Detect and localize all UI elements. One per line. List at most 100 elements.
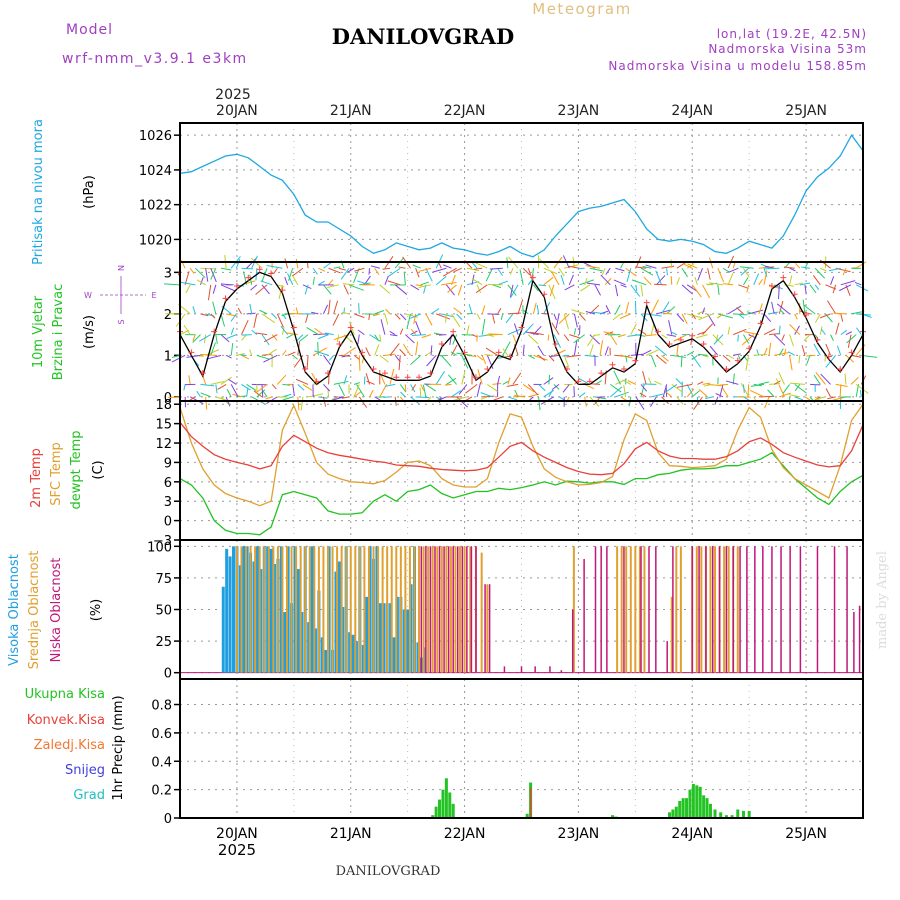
wind-arrow [295,378,309,385]
low-cloud-bar [746,546,748,673]
low-cloud-bar [503,666,506,673]
wind-arrow [850,354,862,358]
wind-arrow [251,329,258,335]
wind-arrow [333,300,339,315]
high-cloud-bar [242,546,246,673]
total-precip-bar [685,798,689,818]
wind-gust-marker [757,320,764,327]
wind-arrow [261,334,270,346]
wind-arrow [403,271,406,285]
wind-arrow [654,345,667,356]
wind-arrow [741,334,755,346]
mid-cloud-bar [643,546,646,673]
precip-legend-item: Konvek.Kisa [27,713,105,728]
high-cloud-bar [382,603,386,673]
wind-arrow [196,279,206,286]
wind-gust-marker [461,349,468,356]
temperature-frame [179,400,864,541]
temperature-y-ticks: −3 0 3 6 9 12 15 18 [153,398,180,549]
wind-arrow [220,284,236,292]
wind-arrow [437,396,447,401]
wind-arrow [601,268,606,276]
high-cloud-bar [269,548,273,673]
wind-arrow [265,396,273,400]
wind-arrow [297,384,305,391]
wind-arrow [255,284,268,295]
wind-arrow [548,389,554,398]
high-cloud-bar [334,571,338,673]
wind-arrow [302,383,313,391]
precip-legend-item: Grad [73,788,105,803]
wind-arrow [441,281,457,286]
total-precip-bar [747,810,751,818]
wind-arrow [820,328,826,335]
wind-arrow [814,267,826,279]
wind-arrow [650,355,657,368]
wind-arrow [675,378,683,385]
wind-gust-marker [290,324,297,331]
low-cloud-bar [583,558,585,673]
wind-arrow [340,267,350,280]
wind-arrow [374,267,380,276]
wind-arrow [717,284,720,295]
wind-gust-marker [655,328,662,335]
wind-arrow [587,334,596,347]
wind-arrow [779,309,785,315]
wind-arrow [573,328,577,335]
wind-arrow [341,311,350,315]
wind-arrow [405,313,418,318]
wind-arrow [829,267,841,272]
wind-arrow [756,349,760,356]
wind-arrow [820,373,831,385]
precip-bars [180,778,863,819]
high-cloud-bar [392,637,396,673]
wind-arrow [447,284,457,293]
wind-gust-marker [848,349,855,356]
wind-arrow [415,320,422,335]
wind-arrow [487,313,500,315]
wind-arrow [497,280,509,286]
wind-arrow [630,284,641,297]
wind-arrow [671,383,684,393]
wind-arrow [705,283,713,286]
mid-cloud-bar [286,546,289,673]
wind-arrow [332,313,340,326]
wind-arrow [803,304,816,315]
wind-arrow [804,284,807,295]
low-cloud-bar [705,546,707,673]
wind-arrow [763,313,772,323]
mid-cloud-bar [399,546,402,673]
wind-gust-marker [643,299,650,306]
wind-gust-marker [302,365,309,372]
pressure-ylabel: (hPa) [82,175,97,209]
wind-arrow [236,284,245,287]
wind-arrow [850,376,859,385]
wind-arrow [806,355,811,365]
wind-arrow [738,313,745,319]
low-cloud-bar [799,546,802,673]
precip-panel: 0 0.2 0.4 0.6 0.8 1hr Precip (mm) Ukupna Kis… [25,678,864,827]
high-cloud-bar [416,642,420,673]
wind-arrow [266,348,277,356]
wind-gust-marker [199,370,206,377]
wind-arrow [456,313,463,321]
wind-arrow [563,355,570,368]
wind-arrow [394,284,408,295]
wind-gust-marker [541,291,548,298]
wind-arrow [692,354,698,360]
wind-gust-marker [575,378,582,385]
mid-cloud-bar [386,546,389,673]
wind-arrow [789,324,801,335]
high-cloud-bar [225,548,229,673]
wind-arrow [354,382,361,385]
wind-gust-marker [507,353,514,360]
top-day-label: 20JAN [216,103,258,119]
wind-arrow [488,333,503,336]
high-cloud-bar [313,628,317,673]
pressure-line [179,133,864,258]
wind-arrow [549,354,560,358]
total-precip-bar [448,792,452,818]
wind-arrow [358,355,361,371]
wind-arrow [415,268,420,278]
wind-arrow [318,280,325,286]
